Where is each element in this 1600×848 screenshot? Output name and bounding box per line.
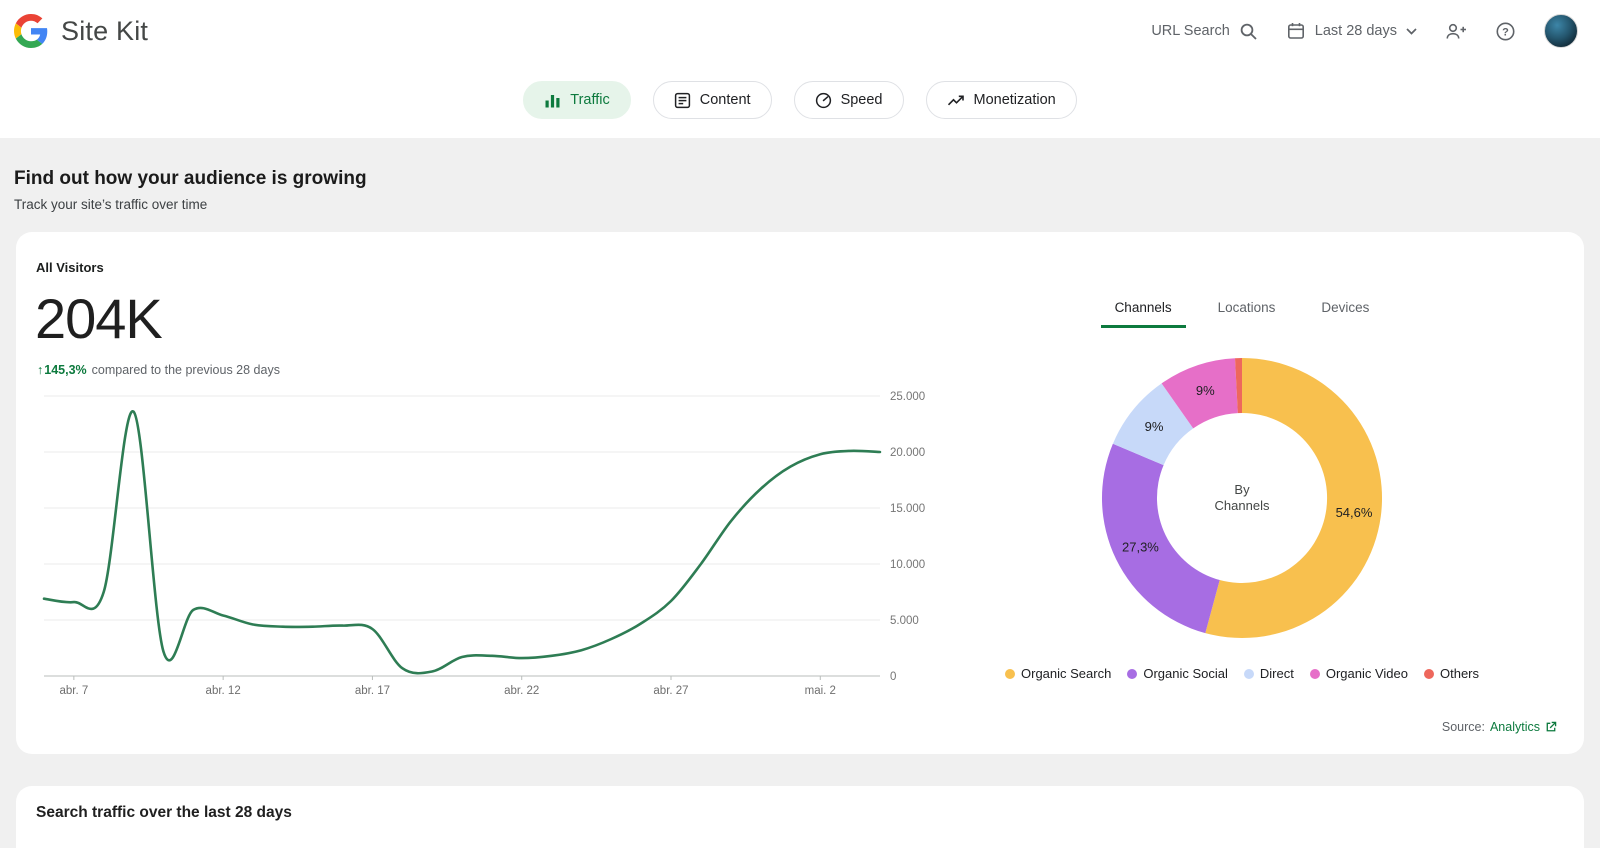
tab-monetization[interactable]: Monetization	[925, 81, 1077, 119]
header-actions: URL Search Last 28 days	[1151, 14, 1578, 48]
person-add-icon	[1445, 22, 1467, 41]
x-tick-label: abr. 22	[504, 685, 539, 697]
visitors-line-chart: 25.000 20.000 15.000 10.000 5.000 0 abr. 7 abr.…	[42, 391, 925, 697]
donut-segment-label: 27,3%	[1122, 540, 1159, 555]
metric-label: All Visitors	[36, 260, 104, 275]
search-icon	[1239, 22, 1258, 41]
visitors-trend-line	[42, 410, 882, 675]
legend-dot-icon	[1127, 668, 1138, 679]
date-range-selector[interactable]: Last 28 days	[1286, 21, 1417, 41]
change-arrow-icon: ↑	[37, 363, 44, 377]
donut-center-label: Channels	[1215, 498, 1270, 513]
date-range-label: Last 28 days	[1314, 23, 1397, 39]
donut-segment[interactable]	[1112, 383, 1194, 466]
legend-item: Organic Search	[1005, 666, 1111, 681]
source-label: Source:	[1441, 720, 1485, 734]
legend-label: Direct	[1259, 666, 1294, 681]
donut-center-label: By	[1234, 482, 1250, 497]
y-tick-label: 20.000	[890, 447, 925, 459]
tab-traffic[interactable]: Traffic	[523, 81, 631, 119]
donut-legend: Organic Search Organic Social Direct Organi…	[982, 666, 1502, 681]
tab-speed-label: Speed	[840, 92, 883, 108]
article-icon	[674, 92, 690, 108]
tab-devices[interactable]: Devices	[1307, 292, 1383, 328]
legend-item: Organic Social	[1127, 666, 1228, 681]
sitekit-logo[interactable]: Site Kit	[14, 14, 148, 48]
donut-segment[interactable]	[1161, 358, 1238, 429]
app-title: Site Kit	[61, 15, 149, 46]
section-heading: Find out how your audience is growing Tr…	[14, 168, 367, 212]
tab-locations[interactable]: Locations	[1204, 292, 1290, 328]
change-percent: 145,3%	[44, 363, 87, 377]
legend-label: Others	[1439, 666, 1479, 681]
change-text: compared to the previous 28 days	[91, 363, 280, 377]
trending-up-icon	[947, 95, 964, 105]
speedometer-icon	[815, 92, 831, 108]
y-tick-label: 25.000	[890, 391, 925, 403]
donut-segment-label: 9%	[1145, 419, 1164, 434]
legend-dot-icon	[1309, 668, 1320, 679]
user-avatar[interactable]	[1544, 14, 1578, 48]
section-title: Find out how your audience is growing	[14, 168, 367, 189]
tab-traffic-label: Traffic	[570, 92, 610, 108]
analytics-source-link[interactable]: Analytics	[1490, 720, 1558, 734]
share-access-button[interactable]	[1445, 22, 1467, 41]
svg-text:?: ?	[1502, 26, 1509, 38]
legend-dot-icon	[1243, 668, 1254, 679]
metric-value: 204K	[35, 287, 163, 350]
breakdown-tabs: Channels Locations Devices	[982, 292, 1502, 328]
y-tick-label: 5.000	[890, 615, 919, 627]
tab-content[interactable]: Content	[652, 81, 772, 119]
url-search-button[interactable]: URL Search	[1151, 22, 1257, 41]
y-tick-label: 0	[890, 671, 896, 683]
help-icon: ?	[1495, 21, 1516, 42]
legend-dot-icon	[1423, 668, 1434, 679]
search-traffic-title: Search traffic over the last 28 days	[36, 804, 292, 821]
chevron-down-icon	[1406, 27, 1417, 35]
x-tick-label: abr. 12	[206, 685, 241, 697]
bar-chart-icon	[545, 94, 560, 107]
tab-monetization-label: Monetization	[973, 92, 1056, 108]
calendar-icon	[1286, 21, 1306, 41]
x-tick-label: abr. 7	[59, 685, 88, 697]
y-tick-label: 15.000	[890, 503, 925, 515]
legend-label: Organic Social	[1143, 666, 1228, 681]
external-link-icon	[1546, 721, 1557, 732]
donut-segment[interactable]	[1101, 443, 1220, 634]
donut-segment[interactable]	[1205, 358, 1383, 638]
analytics-link-label: Analytics	[1489, 720, 1540, 734]
donut-segment-label: 9%	[1196, 383, 1215, 398]
source-line: Source: Analytics	[1442, 720, 1558, 734]
channels-panel: Channels Locations Devices 54,6% 27,3% 9% 9…	[982, 292, 1502, 681]
donut-segment[interactable]	[1235, 358, 1242, 414]
legend-item: Organic Video	[1309, 666, 1408, 681]
url-search-label: URL Search	[1151, 23, 1230, 39]
legend-item: Direct	[1243, 666, 1294, 681]
tab-speed[interactable]: Speed	[793, 81, 904, 119]
donut-segment-label: 54,6%	[1336, 505, 1373, 520]
google-g-logo-icon	[14, 14, 48, 48]
x-tick-label: abr. 27	[653, 685, 688, 697]
tab-channels[interactable]: Channels	[1100, 292, 1186, 328]
dashboard-nav: Traffic Content Speed Monetization	[0, 62, 1600, 138]
top-header: Site Kit URL Search	[0, 0, 1600, 62]
all-visitors-card: All Visitors 204K ↑ 145,3% compared to t…	[16, 232, 1584, 754]
metric-change: ↑ 145,3% compared to the previous 28 day…	[37, 363, 280, 377]
legend-dot-icon	[1005, 668, 1015, 679]
search-traffic-card: Search traffic over the last 28 days	[16, 786, 1584, 848]
legend-label: Organic Video	[1325, 666, 1408, 681]
y-tick-label: 10.000	[890, 559, 925, 571]
help-button[interactable]: ?	[1495, 21, 1516, 42]
x-tick-label: abr. 17	[355, 685, 390, 697]
legend-label: Organic Search	[1021, 666, 1112, 681]
legend-item: Others	[1423, 666, 1479, 681]
tab-content-label: Content	[699, 92, 751, 108]
x-tick-label: mai. 2	[805, 685, 836, 697]
section-subtitle: Track your site’s traffic over time	[14, 197, 208, 212]
